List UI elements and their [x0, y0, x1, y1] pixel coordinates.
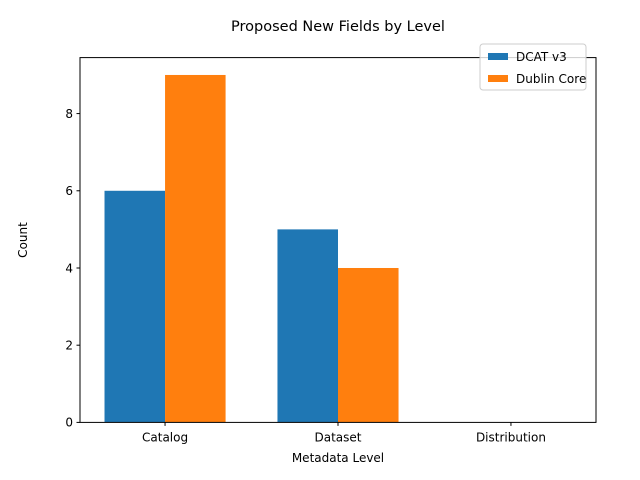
- bar-dcat-v3-catalog: [104, 190, 166, 423]
- legend-swatch: [488, 75, 508, 82]
- x-tick-label: Distribution: [476, 430, 546, 444]
- legend-swatch: [488, 53, 508, 60]
- x-tick-label: Dataset: [315, 430, 362, 444]
- x-axis-label: Metadata Level: [292, 451, 384, 465]
- x-axis-ticks: Catalog Dataset Distribution: [142, 422, 546, 444]
- bar-dublin-core-dataset: [338, 267, 399, 423]
- legend: DCAT v3 Dublin Core: [479, 43, 587, 91]
- chart-title: Proposed New Fields by Level: [231, 19, 445, 35]
- legend-label: Dublin Core: [516, 72, 586, 86]
- y-axis-ticks: 0 2 4 6 8: [65, 107, 80, 430]
- bar-dcat-v3-dataset: [277, 229, 338, 423]
- y-tick-label: 6: [65, 184, 73, 198]
- y-axis-label: Count: [16, 222, 30, 258]
- bars-layer: [104, 74, 399, 423]
- y-tick-label: 2: [65, 338, 73, 352]
- y-tick-label: 8: [65, 107, 73, 121]
- bar-dublin-core-catalog: [165, 74, 226, 423]
- y-tick-label: 4: [65, 261, 73, 275]
- x-tick-label: Catalog: [142, 430, 188, 444]
- y-tick-label: 0: [65, 416, 73, 430]
- legend-label: DCAT v3: [516, 50, 567, 64]
